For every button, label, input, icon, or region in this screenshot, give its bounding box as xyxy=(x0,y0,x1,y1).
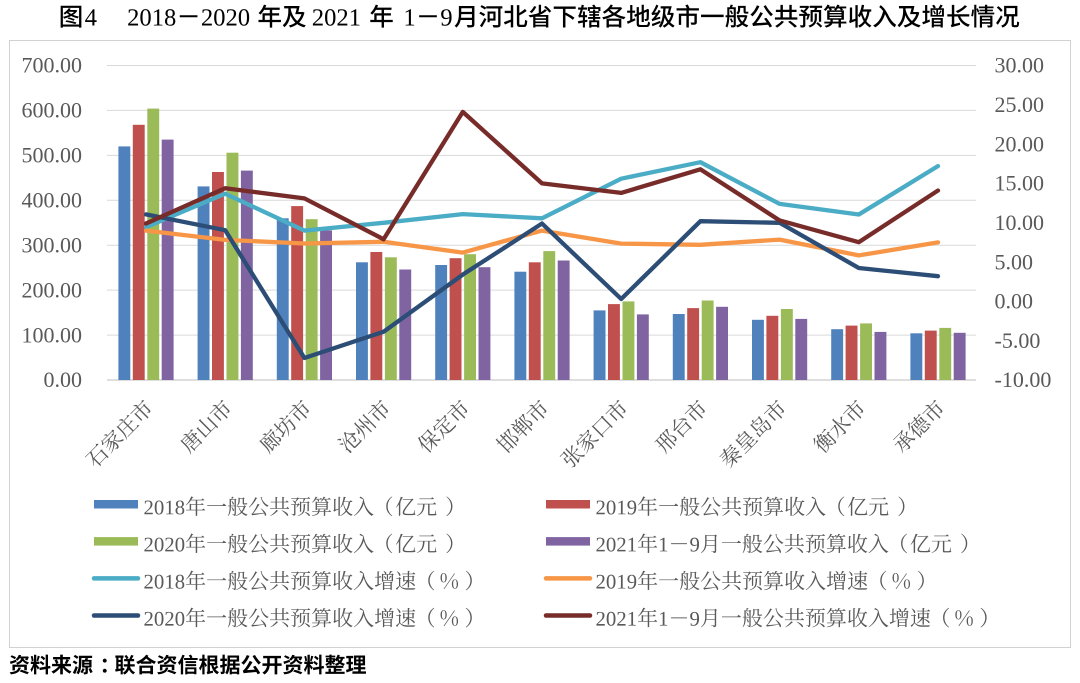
svg-text:20.00: 20.00 xyxy=(995,131,1045,156)
svg-text:5.00: 5.00 xyxy=(995,249,1034,274)
svg-text:10.00: 10.00 xyxy=(995,210,1045,235)
svg-text:30.00: 30.00 xyxy=(995,53,1045,78)
svg-text:0.00: 0.00 xyxy=(44,367,83,392)
svg-text:700.00: 700.00 xyxy=(22,53,83,78)
svg-text:400.00: 400.00 xyxy=(22,188,83,213)
svg-text:0.00: 0.00 xyxy=(995,289,1034,314)
svg-text:200.00: 200.00 xyxy=(22,277,83,302)
svg-text:-10.00: -10.00 xyxy=(995,367,1052,392)
svg-text:500.00: 500.00 xyxy=(22,143,83,168)
svg-text:600.00: 600.00 xyxy=(22,98,83,123)
svg-text:-5.00: -5.00 xyxy=(995,328,1041,353)
svg-text:25.00: 25.00 xyxy=(995,92,1045,117)
svg-text:15.00: 15.00 xyxy=(995,171,1045,196)
svg-text:100.00: 100.00 xyxy=(22,322,83,347)
svg-text:300.00: 300.00 xyxy=(22,232,83,257)
